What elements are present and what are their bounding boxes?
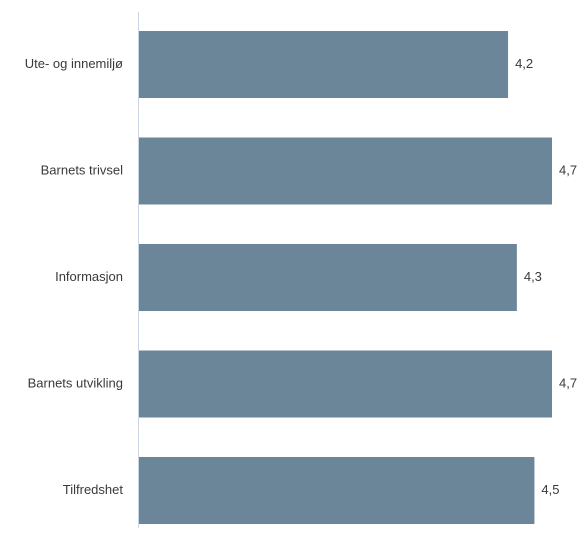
bar-4 bbox=[139, 457, 535, 524]
value-label-2: 4,3 bbox=[524, 269, 542, 284]
value-label-1: 4,7 bbox=[559, 162, 577, 177]
value-label-3: 4,7 bbox=[559, 375, 577, 390]
value-label-4: 4,5 bbox=[541, 482, 559, 497]
category-labels-group: Ute- og innemiljø Barnets trivsel Informas… bbox=[25, 56, 124, 497]
category-label-4: Tilfredshet bbox=[63, 482, 124, 497]
category-label-0: Ute- og innemiljø bbox=[25, 56, 123, 71]
value-label-0: 4,2 bbox=[515, 56, 533, 71]
bar-2 bbox=[139, 244, 517, 311]
value-labels-group: 4,2 4,7 4,3 4,7 4,5 bbox=[515, 56, 577, 497]
bar-1 bbox=[139, 137, 552, 205]
bar-3 bbox=[139, 350, 552, 418]
bar-0 bbox=[139, 31, 509, 98]
category-label-2: Informasjon bbox=[55, 269, 123, 284]
category-label-3: Barnets utvikling bbox=[28, 375, 123, 390]
category-label-1: Barnets trivsel bbox=[41, 162, 123, 177]
bars-group bbox=[139, 31, 552, 524]
